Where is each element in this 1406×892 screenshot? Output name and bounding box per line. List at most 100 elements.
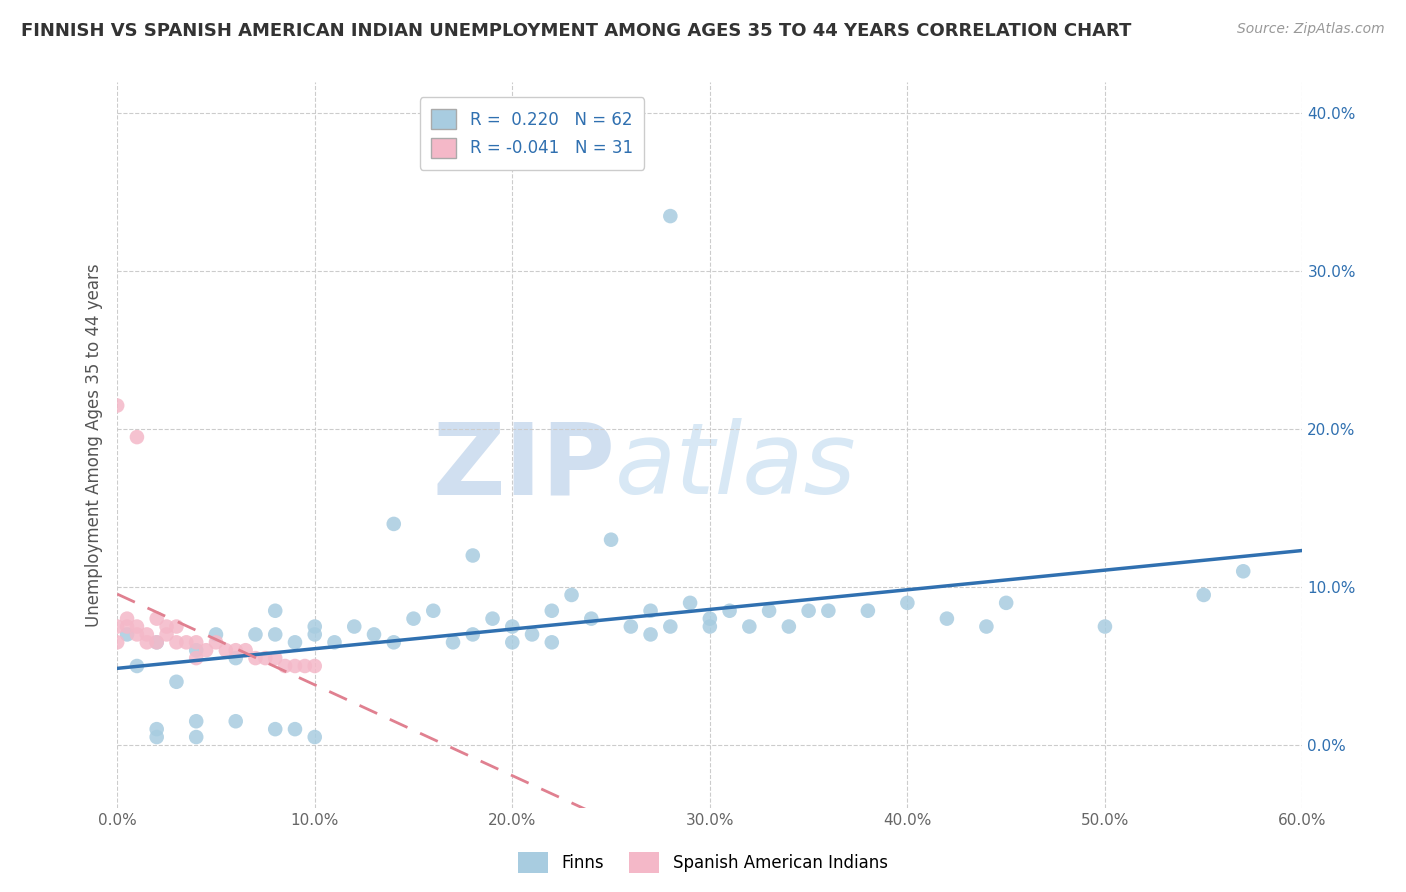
- Point: [195, 643, 218, 657]
- Point: [166, 674, 188, 689]
- Point: [581, 612, 603, 626]
- Point: [561, 588, 583, 602]
- Legend: R =  0.220   N = 62, R = -0.041   N = 31: R = 0.220 N = 62, R = -0.041 N = 31: [419, 97, 644, 169]
- Point: [186, 643, 208, 657]
- Text: atlas: atlas: [614, 418, 856, 516]
- Point: [105, 399, 128, 413]
- Point: [441, 635, 464, 649]
- Point: [679, 596, 702, 610]
- Point: [600, 533, 623, 547]
- Point: [718, 604, 741, 618]
- Y-axis label: Unemployment Among Ages 35 to 44 years: Unemployment Among Ages 35 to 44 years: [86, 263, 103, 627]
- Point: [640, 604, 662, 618]
- Point: [186, 730, 208, 744]
- Point: [323, 635, 346, 649]
- Point: [145, 722, 167, 736]
- Point: [105, 619, 128, 633]
- Point: [304, 659, 326, 673]
- Point: [540, 604, 562, 618]
- Point: [166, 635, 188, 649]
- Point: [215, 643, 238, 657]
- Point: [205, 627, 228, 641]
- Point: [254, 651, 277, 665]
- Point: [176, 635, 198, 649]
- Point: [640, 627, 662, 641]
- Point: [145, 730, 167, 744]
- Point: [166, 619, 188, 633]
- Point: [1192, 588, 1215, 602]
- Point: [422, 604, 444, 618]
- Point: [264, 627, 287, 641]
- Point: [225, 714, 247, 729]
- Point: [382, 516, 405, 531]
- Point: [461, 627, 484, 641]
- Point: [699, 612, 721, 626]
- Point: [520, 627, 543, 641]
- Point: [125, 619, 148, 633]
- Point: [343, 619, 366, 633]
- Point: [540, 635, 562, 649]
- Legend: Finns, Spanish American Indians: Finns, Spanish American Indians: [512, 846, 894, 880]
- Point: [481, 612, 503, 626]
- Point: [363, 627, 385, 641]
- Point: [896, 596, 918, 610]
- Point: [105, 635, 128, 649]
- Point: [284, 635, 307, 649]
- Point: [264, 651, 287, 665]
- Point: [976, 619, 998, 633]
- Point: [1094, 619, 1116, 633]
- Point: [294, 659, 316, 673]
- Point: [501, 619, 523, 633]
- Point: [758, 604, 780, 618]
- Point: [264, 604, 287, 618]
- Point: [264, 722, 287, 736]
- Point: [145, 635, 167, 649]
- Point: [738, 619, 761, 633]
- Point: [935, 612, 957, 626]
- Point: [1232, 564, 1254, 578]
- Point: [274, 659, 297, 673]
- Point: [304, 627, 326, 641]
- Point: [145, 612, 167, 626]
- Point: [620, 619, 643, 633]
- Point: [699, 619, 721, 633]
- Point: [856, 604, 879, 618]
- Point: [284, 722, 307, 736]
- Point: [125, 627, 148, 641]
- Point: [186, 635, 208, 649]
- Point: [155, 627, 177, 641]
- Point: [501, 635, 523, 649]
- Point: [145, 635, 167, 649]
- Point: [125, 659, 148, 673]
- Point: [382, 635, 405, 649]
- Point: [115, 619, 138, 633]
- Point: [304, 619, 326, 633]
- Text: Source: ZipAtlas.com: Source: ZipAtlas.com: [1237, 22, 1385, 37]
- Point: [125, 430, 148, 444]
- Point: [205, 635, 228, 649]
- Point: [186, 714, 208, 729]
- Point: [778, 619, 800, 633]
- Point: [135, 627, 157, 641]
- Point: [461, 549, 484, 563]
- Text: ZIP: ZIP: [432, 418, 614, 516]
- Point: [817, 604, 839, 618]
- Point: [284, 659, 307, 673]
- Point: [155, 619, 177, 633]
- Point: [225, 651, 247, 665]
- Point: [135, 635, 157, 649]
- Point: [304, 730, 326, 744]
- Point: [995, 596, 1018, 610]
- Point: [245, 627, 267, 641]
- Point: [115, 627, 138, 641]
- Point: [186, 651, 208, 665]
- Point: [402, 612, 425, 626]
- Point: [245, 651, 267, 665]
- Point: [225, 643, 247, 657]
- Point: [797, 604, 820, 618]
- Point: [659, 209, 682, 223]
- Point: [659, 619, 682, 633]
- Point: [115, 612, 138, 626]
- Text: FINNISH VS SPANISH AMERICAN INDIAN UNEMPLOYMENT AMONG AGES 35 TO 44 YEARS CORREL: FINNISH VS SPANISH AMERICAN INDIAN UNEMP…: [21, 22, 1132, 40]
- Point: [235, 643, 257, 657]
